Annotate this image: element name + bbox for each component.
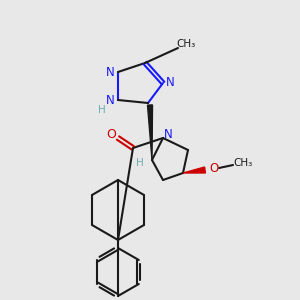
Text: O: O (106, 128, 116, 142)
Text: N: N (106, 65, 114, 79)
Text: N: N (166, 76, 174, 89)
Text: H: H (98, 105, 106, 115)
Text: O: O (209, 161, 219, 175)
Polygon shape (183, 167, 206, 173)
Text: H: H (136, 158, 144, 168)
Text: CH₃: CH₃ (233, 158, 253, 168)
Polygon shape (148, 105, 152, 160)
Text: CH₃: CH₃ (176, 39, 196, 49)
Text: N: N (164, 128, 172, 140)
Text: N: N (106, 94, 114, 106)
